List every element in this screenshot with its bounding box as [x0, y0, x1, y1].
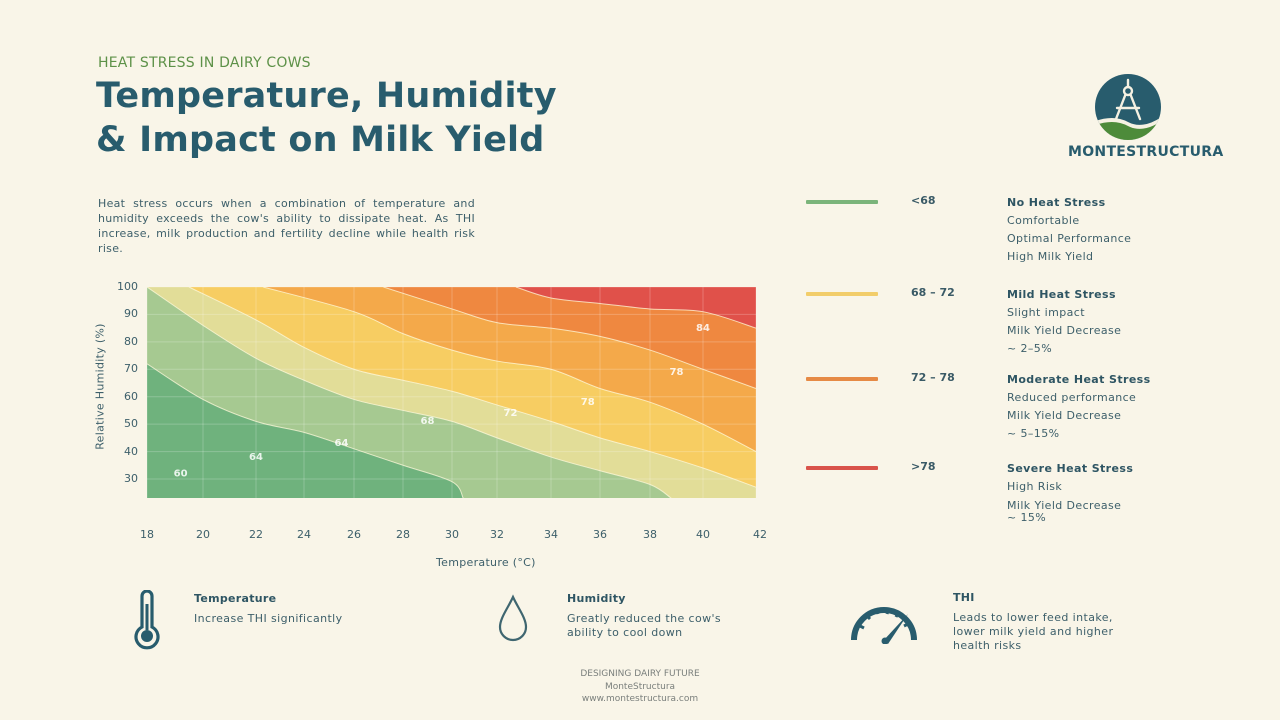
feature-text: ability to cool down [567, 626, 683, 639]
logo-name: MONTESTRUCTURA [1068, 144, 1224, 160]
contour-1 [147, 363, 464, 498]
feature-humidity: Humidity Greatly reduced the cow's abili… [567, 592, 721, 640]
contour-labels: 60 64 64 68 72 78 78 84 [174, 323, 710, 479]
legend-description: No Heat Stress Comfortable Optimal Perfo… [1007, 194, 1131, 266]
feature-text: Increase THI significantly [194, 612, 343, 625]
x-tick-label: 28 [396, 528, 410, 541]
y-tick-label: 60 [124, 389, 138, 403]
legend-line: High Risk [1007, 480, 1063, 493]
legend-description: Moderate Heat Stress Reduced performance… [1007, 371, 1151, 443]
legend-range: 68 – 72 [911, 286, 955, 299]
legend-line: ~ 15% [1007, 511, 1047, 524]
legend-range: >78 [911, 460, 936, 473]
legend-title: Mild Heat Stress [1007, 288, 1116, 301]
contour-label: 78 [670, 367, 684, 378]
y-tick-label: 100 [117, 280, 138, 293]
legend-description: Mild Heat Stress Slight impact Milk Yiel… [1007, 286, 1121, 358]
title-line-2: & Impact on Milk Yield [96, 120, 545, 160]
compass-icon [1095, 74, 1161, 140]
x-tick-label: 26 [347, 528, 361, 541]
legend-line: ~ 2–5% [1007, 342, 1053, 355]
legend-line: Reduced performance [1007, 391, 1137, 404]
y-tick-label: 70 [124, 362, 138, 376]
footer: DESIGNING DAIRY FUTURE MonteStructura ww… [540, 668, 740, 706]
footer-tagline: DESIGNING DAIRY FUTURE [580, 669, 700, 679]
contour-6 [515, 287, 756, 329]
feature-text: lower milk yield and higher [953, 625, 1114, 638]
footer-brand: MonteStructura [604, 681, 676, 692]
title-line-1: Temperature, Humidity [96, 76, 557, 116]
feature-thi: THI Leads to lower feed intake, lower mi… [953, 591, 1113, 653]
legend-line: Milk Yield Decrease [1007, 324, 1122, 337]
feature-title: THI [953, 591, 975, 604]
contour-label: 68 [421, 416, 435, 427]
legend-line: Comfortable [1007, 214, 1080, 227]
gauge-icon [848, 600, 920, 648]
x-tick-label: 42 [753, 528, 767, 541]
x-tick-label: 32 [490, 528, 504, 541]
legend-swatch [806, 377, 878, 381]
legend-title: Moderate Heat Stress [1007, 373, 1151, 386]
feature-text: Greatly reduced the cow's [567, 612, 722, 625]
legend-title: Severe Heat Stress [1007, 462, 1134, 475]
x-tick-label: 34 [544, 528, 558, 541]
contour-label: 78 [581, 397, 595, 408]
feature-text: Leads to lower feed intake, [953, 611, 1113, 624]
x-tick-label: 20 [196, 528, 210, 541]
x-tick-label: 38 [643, 528, 657, 541]
contour-label: 60 [174, 468, 188, 479]
x-tick-label: 36 [593, 528, 607, 541]
contour-5 [383, 287, 756, 389]
feature-title: Temperature [194, 592, 277, 605]
droplet-icon [496, 594, 530, 650]
legend-line: High Milk Yield [1007, 250, 1094, 263]
feature-text: health risks [953, 639, 1022, 652]
contour-lines [147, 287, 756, 498]
x-tick-label: 22 [249, 528, 263, 541]
logo: MONTESTRUCTURA [1068, 72, 1224, 160]
page-title: Temperature, Humidity & Impact on Milk Y… [96, 74, 557, 162]
legend-range: 72 – 78 [911, 371, 955, 384]
contour-label: 64 [249, 452, 263, 463]
legend-line: ~ 5–15% [1007, 427, 1060, 440]
legend-range: <68 [911, 194, 936, 207]
y-tick-label: 30 [124, 472, 138, 485]
y-tick-label: 50 [124, 417, 138, 431]
legend-swatch [806, 200, 878, 204]
contour-label: 72 [504, 408, 518, 419]
legend-swatch [806, 292, 878, 296]
y-tick-label: 80 [124, 334, 138, 348]
contour-2 [147, 287, 672, 498]
intro-paragraph: Heat stress occurs when a combination of… [98, 197, 475, 255]
x-tick-label: 24 [297, 528, 311, 541]
contour-bands [147, 287, 756, 498]
legend-line: Milk Yield Decrease [1007, 409, 1122, 422]
feature-title: Humidity [567, 592, 626, 605]
legend-line: Optimal Performance [1007, 232, 1132, 245]
kicker: HEAT STRESS IN DAIRY COWS [98, 55, 311, 71]
legend-line: Milk Yield Decrease [1007, 499, 1122, 512]
legend-line: Slight impact [1007, 306, 1085, 319]
x-tick-label: 30 [445, 528, 459, 541]
feature-temperature: Temperature Increase THI significantly [194, 592, 343, 626]
x-axis-label: Temperature (°C) [436, 556, 536, 569]
band-6 [383, 287, 756, 389]
x-tick-label: 18 [140, 528, 154, 541]
contour-label: 84 [696, 323, 710, 334]
thermometer-icon [132, 589, 162, 654]
footer-url[interactable]: www.montestructura.com [581, 694, 699, 704]
y-tick-label: 40 [124, 444, 138, 458]
legend-swatch [806, 466, 878, 470]
y-tick-label: 90 [124, 307, 138, 321]
x-tick-label: 40 [696, 528, 710, 541]
legend-description: Severe Heat Stress High Risk Milk Yield … [1007, 460, 1133, 523]
contour-3 [188, 287, 756, 488]
legend-title: No Heat Stress [1007, 196, 1106, 209]
contour-label: 64 [335, 438, 349, 449]
contour-4 [263, 287, 756, 453]
